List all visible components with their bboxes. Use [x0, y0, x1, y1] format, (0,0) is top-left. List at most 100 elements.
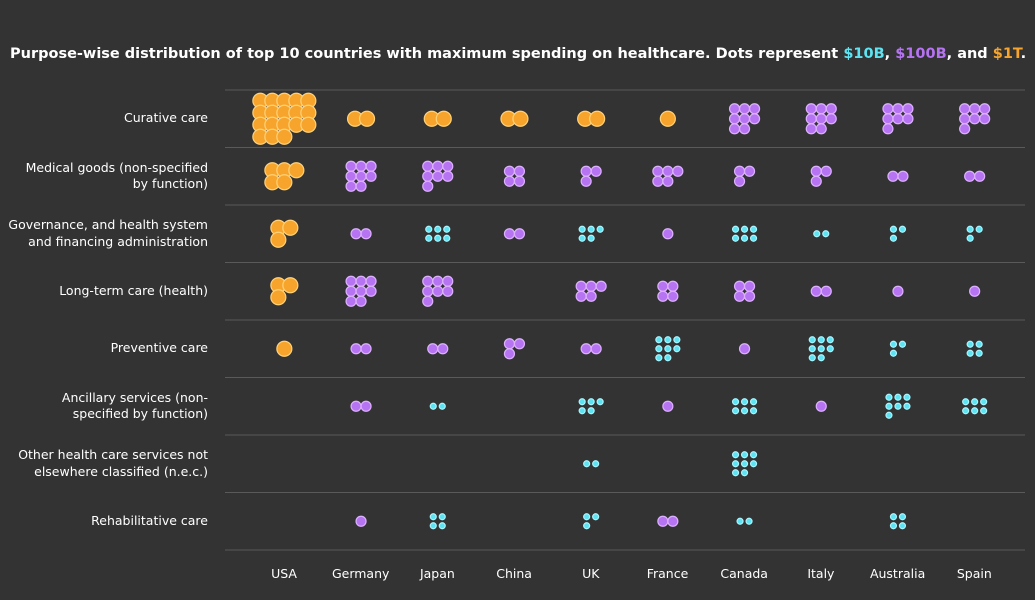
dot: [975, 349, 983, 357]
dot: [826, 345, 834, 353]
dot: [432, 275, 444, 287]
dot: [902, 103, 914, 115]
dot: [728, 103, 741, 115]
dot: [894, 402, 902, 410]
dot: [427, 343, 439, 355]
dot: [889, 513, 898, 521]
dot: [360, 343, 372, 355]
dot: [657, 280, 669, 292]
dot-group: [276, 340, 293, 357]
dot: [345, 295, 357, 307]
dot: [971, 398, 979, 406]
dot: [885, 402, 893, 410]
dot: [657, 515, 669, 527]
dot-group: [503, 338, 526, 360]
dot: [438, 522, 446, 530]
dot: [825, 103, 837, 115]
dot: [898, 513, 907, 521]
dot-group: [662, 400, 674, 412]
dot: [583, 460, 591, 468]
dot: [358, 110, 376, 127]
dot: [662, 165, 674, 177]
dot: [966, 340, 974, 348]
dot: [596, 398, 604, 406]
dot: [749, 398, 758, 406]
dot: [503, 338, 516, 350]
dot: [365, 285, 377, 297]
dot: [736, 517, 744, 525]
dot: [422, 160, 434, 172]
dot: [959, 103, 971, 115]
dot: [592, 513, 600, 521]
dot-group: [810, 165, 832, 187]
dot: [892, 103, 904, 115]
category-label: Other health care services not elsewhere…: [18, 447, 208, 479]
dot: [808, 336, 816, 344]
country-label: USA: [271, 566, 297, 581]
dot: [664, 345, 672, 353]
legend-entry: $100B: [895, 46, 947, 62]
category-label: Governance, and health system and financ…: [8, 217, 208, 249]
category-label: Preventive care: [110, 340, 208, 356]
dot: [662, 228, 674, 240]
dot-group: [731, 398, 758, 415]
dot-group: [962, 398, 988, 415]
dot: [974, 170, 986, 182]
dot-group: [738, 343, 751, 355]
dot: [425, 225, 433, 233]
dot: [731, 407, 740, 415]
dot: [749, 234, 758, 242]
dot: [365, 160, 377, 172]
dot-group: [422, 275, 454, 307]
dot: [748, 103, 761, 115]
dot: [898, 340, 907, 348]
country-label: France: [646, 566, 689, 581]
dot: [422, 285, 434, 297]
dot: [740, 225, 749, 233]
dot: [731, 398, 740, 406]
dot-group: [889, 225, 907, 242]
title-joiner: .: [1020, 46, 1027, 62]
dot: [892, 113, 904, 125]
dot: [345, 170, 357, 182]
dot: [731, 451, 740, 459]
dot: [733, 175, 746, 187]
dot-group: [427, 343, 449, 355]
dot: [738, 123, 751, 135]
dot-group: [252, 92, 317, 145]
dot: [587, 225, 595, 233]
dot: [432, 160, 444, 172]
dot: [282, 277, 299, 294]
dot: [740, 451, 749, 459]
dot: [587, 398, 595, 406]
dot-group: [500, 110, 529, 127]
dot: [889, 349, 898, 357]
dot: [592, 460, 600, 468]
dot-group: [350, 400, 372, 412]
dot: [434, 225, 442, 233]
legend-entry: $10B: [843, 46, 885, 62]
dot: [882, 123, 894, 135]
dot-group: [423, 110, 452, 127]
dot: [595, 280, 607, 292]
dot-group: [429, 402, 446, 410]
dot-group: [657, 515, 679, 527]
dot: [276, 174, 293, 191]
dot: [966, 234, 974, 242]
dot: [975, 225, 983, 233]
dot: [820, 165, 832, 177]
dot: [578, 398, 586, 406]
dot-group: [270, 277, 299, 306]
dot-group: [969, 285, 981, 297]
title-joiner: , and: [946, 46, 988, 62]
dot: [437, 343, 449, 355]
dot-group: [736, 517, 753, 525]
dot: [288, 162, 305, 179]
dot: [443, 234, 451, 242]
chart-title: Purpose-wise distribution of top 10 coun…: [10, 46, 1026, 62]
dot: [503, 228, 516, 240]
dot: [429, 522, 437, 530]
dot: [667, 280, 679, 292]
dot: [300, 116, 317, 133]
dot-group: [345, 160, 377, 192]
